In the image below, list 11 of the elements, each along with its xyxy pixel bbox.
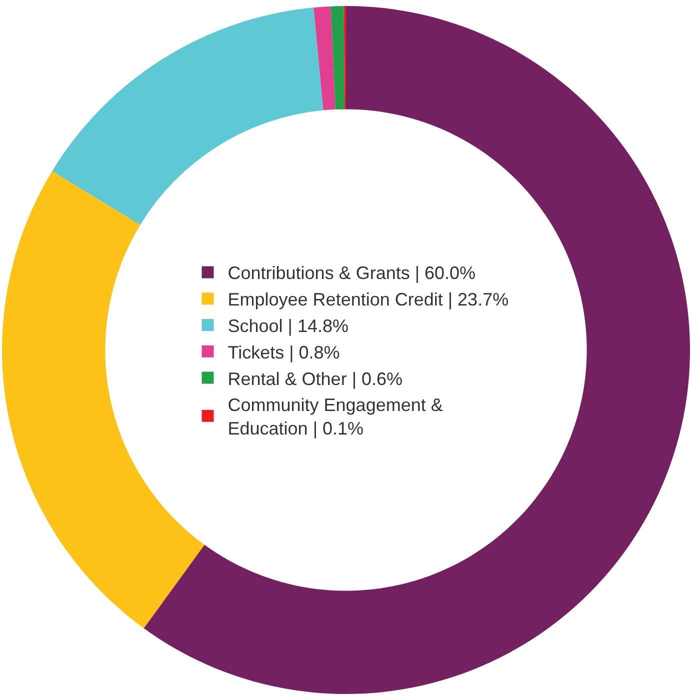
legend-label: School | 14.8% xyxy=(228,316,349,336)
donut-slice xyxy=(144,6,690,694)
legend-label: Community Engagement & Education | 0.1% xyxy=(228,395,443,439)
legend-label: Tickets | 0.8% xyxy=(228,342,340,362)
donut-slice xyxy=(2,171,204,628)
legend-label: Contributions & Grants | 60.0% xyxy=(228,263,476,284)
donut-slice xyxy=(52,8,324,225)
legend-label: Employee Retention Credit | 23.7% xyxy=(228,290,509,310)
donut-slice xyxy=(330,6,344,110)
donut-slice xyxy=(314,6,336,110)
legend-label: Rental & Other | 0.6% xyxy=(228,368,403,389)
